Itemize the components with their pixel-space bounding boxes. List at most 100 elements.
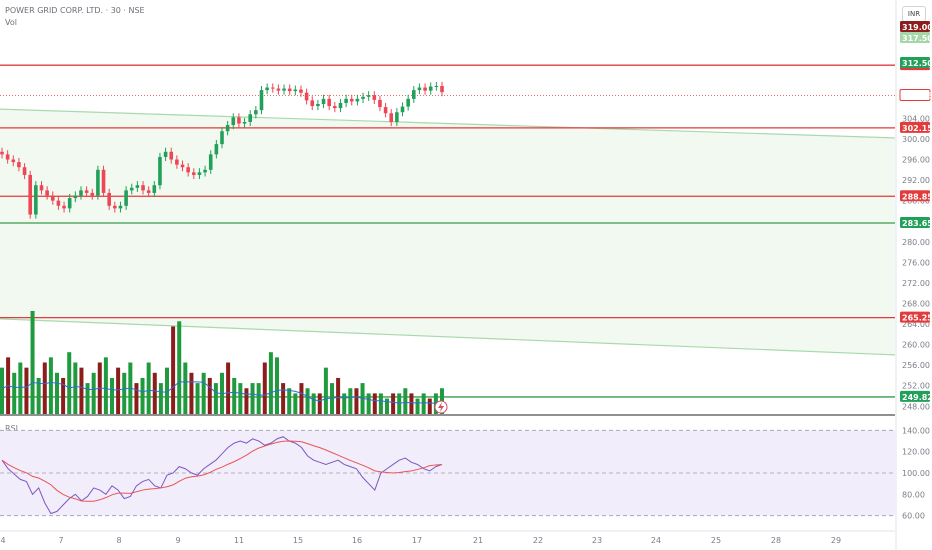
candle-body (175, 159, 179, 165)
candle-body (417, 87, 422, 91)
volume-bar (55, 372, 59, 414)
candle-body (344, 98, 348, 103)
volume-bar (158, 383, 163, 414)
candle-body (338, 102, 343, 109)
candle-body (434, 86, 439, 88)
volume-bar (293, 393, 298, 414)
candle-body (50, 195, 55, 201)
volume-bar (415, 398, 420, 414)
candle-body (129, 187, 134, 191)
volume-bar (79, 367, 84, 414)
volume-bar (24, 367, 29, 414)
volume-bar (116, 367, 121, 414)
price-tick-label: 260.00 (902, 341, 930, 350)
price-tag-label: 308.45 (902, 92, 932, 101)
volume-bar (61, 377, 66, 414)
candle-body (163, 151, 168, 157)
candle-body (321, 98, 326, 104)
candle-body (124, 190, 128, 206)
volume-bar (244, 388, 249, 414)
time-tick-label: 8 (116, 536, 121, 545)
volume-bar (201, 372, 206, 414)
candle-body (62, 205, 66, 209)
price-tag-label: 312.50 (902, 59, 932, 68)
volume-bar (140, 377, 145, 414)
time-tick-label: 9 (175, 536, 180, 545)
lightning-glyph (438, 402, 444, 412)
price-tick-label: 300.00 (902, 135, 930, 144)
volume-bar (42, 362, 47, 414)
candle-body (231, 117, 236, 126)
volume-bar (262, 362, 267, 414)
volume-ma-line (1, 381, 442, 404)
time-tick-label: 24 (651, 536, 661, 545)
candle-body (84, 190, 89, 193)
price-tag-box (899, 89, 931, 102)
time-tick-label: 23 (592, 536, 602, 545)
volume-bar (256, 383, 261, 414)
candle-body (372, 95, 377, 100)
price-tick-label: 280.00 (902, 238, 930, 247)
volume-bar (299, 383, 304, 414)
volume-bar (73, 362, 78, 414)
candle-body (22, 167, 27, 175)
candle-body (304, 92, 309, 101)
chart-symbol-title: POWER GRID CORP. LTD. · 30 · NSE (5, 6, 145, 15)
candle-body (259, 90, 264, 111)
price-tick-label: 272.00 (902, 279, 930, 288)
volume-bar (110, 377, 114, 414)
candle-body (287, 88, 292, 92)
price-tag-box (900, 21, 930, 32)
volume-bar (189, 372, 194, 414)
candle-body (135, 185, 140, 188)
candle-body (276, 88, 281, 91)
candle-body (400, 106, 405, 113)
volume-bar (36, 377, 41, 414)
time-tick-label: 22 (533, 536, 543, 545)
volume-bar (409, 393, 414, 414)
candle-body (237, 117, 241, 124)
time-tick-label: 4 (0, 536, 5, 545)
volume-bar (268, 352, 273, 414)
price-tag-label: 317.50 (902, 34, 932, 43)
volume-bar (177, 321, 182, 414)
candle-body (378, 99, 382, 108)
candle-body (34, 185, 38, 215)
candle-body (349, 98, 354, 102)
price-tag-box (900, 190, 930, 202)
volume-bar (122, 372, 127, 414)
candle-body (395, 112, 399, 122)
volume-bar (67, 352, 72, 414)
volume-bar (275, 357, 279, 414)
time-tick-label: 17 (412, 536, 422, 545)
candle-body (428, 86, 433, 91)
volume-bar (281, 383, 286, 414)
price-tag-label: 249.82 (902, 393, 932, 402)
volume-bar (330, 383, 334, 414)
rsi-tick-label: 60.00 (902, 512, 925, 521)
rsi-tick-label: 100.00 (902, 469, 930, 478)
candle-body (299, 89, 303, 93)
volume-bar (385, 398, 389, 414)
candle-body (197, 172, 202, 175)
rsi-ma-line (1, 440, 443, 502)
price-tag-box (900, 57, 930, 68)
candle-body (214, 144, 219, 155)
candle-body (423, 87, 427, 91)
price-tick-label: 256.00 (902, 361, 930, 370)
volume-bar (48, 357, 53, 414)
candle-body (208, 154, 213, 170)
volume-bar (183, 362, 188, 414)
rsi-indicator-label: RSI (5, 424, 18, 433)
volume-bar (342, 393, 347, 414)
volume-bar (134, 383, 139, 414)
candle-body (242, 121, 247, 124)
price-tag-label: 319.00 (902, 23, 932, 32)
rsi-line (1, 436, 443, 515)
volume-bar (317, 393, 322, 414)
price-tag-box (900, 32, 930, 43)
volume-bar (287, 388, 292, 414)
candle-body (152, 185, 157, 193)
candle-body (225, 125, 230, 132)
